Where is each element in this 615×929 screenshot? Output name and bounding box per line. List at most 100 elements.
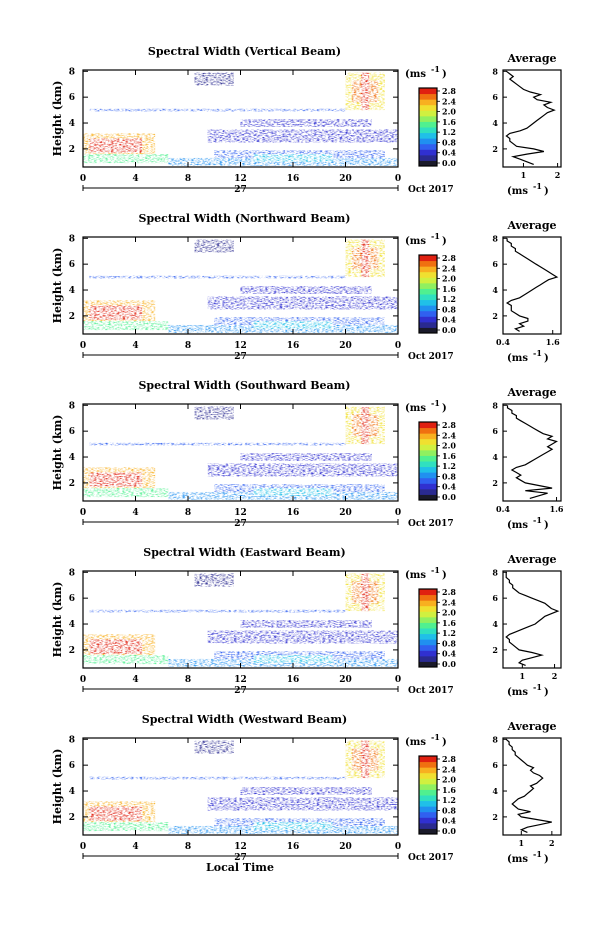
heatmap-cell: [194, 406, 234, 420]
heatmap-1: [82, 236, 399, 335]
day-label: 27: [234, 519, 247, 529]
avg-unit-close: ): [544, 353, 549, 364]
heatmap-cells: [83, 239, 398, 333]
avg-unit-exponent: -1: [533, 849, 542, 859]
avg-y-tick-label: 8: [492, 233, 498, 243]
colorbar-segment: [419, 104, 437, 111]
x-tick-label: 4: [132, 675, 138, 685]
colorbar-segment: [419, 483, 437, 490]
x-axis: 0 4 8 12 16 20 0 27 Oct 2017: [80, 404, 454, 529]
colorbar-segment: [419, 127, 437, 134]
x-tick-label: 0: [395, 341, 401, 351]
colorbar-tick-label: 0.0: [442, 325, 456, 335]
avg-unit-exponent: -1: [533, 682, 542, 692]
colorbar-tick-label: 1.6: [442, 451, 456, 461]
heatmap-cell: [83, 488, 169, 498]
heatmap-cell: [89, 275, 346, 279]
y-tick-label: 2: [69, 646, 75, 656]
x-tick-label: 0: [80, 675, 86, 685]
colorbar-frame: [418, 87, 438, 167]
avg-x-tick-label: 0.4: [496, 337, 510, 347]
avg-y-tick-label: 6: [492, 426, 498, 436]
x-tick-label: 0: [395, 508, 401, 518]
y-axis-label: Height (km): [51, 749, 64, 825]
colorbar-tick-label: 2.4: [442, 96, 456, 106]
avg-x-tick-label: 1: [521, 170, 527, 180]
x-tick-label: 0: [80, 842, 86, 852]
colorbar-frame: [418, 254, 438, 334]
day-label: 27: [234, 185, 247, 195]
unit-close: ): [442, 236, 447, 247]
y-axis-label: Height (km): [51, 582, 64, 658]
x-tick-label: 8: [185, 341, 191, 351]
y-tick-label: 6: [69, 427, 75, 437]
colorbar-segment: [419, 767, 437, 774]
x-tick-label: 0: [395, 675, 401, 685]
heatmap-cell: [89, 472, 143, 487]
heatmap-cells: [83, 740, 398, 834]
heatmap-cell: [361, 239, 370, 278]
avg-y-tick-label: 4: [492, 786, 498, 796]
unit-exponent: -1: [431, 565, 440, 575]
x-tick-label: 12: [234, 341, 247, 351]
x-axis: 0 4 8 12 16 20 0 27 Oct 2017: [80, 237, 454, 362]
y-tick-label: 8: [69, 735, 75, 745]
colorbar-tick-label: 0.8: [442, 805, 456, 815]
colorbar-segment: [419, 93, 437, 100]
panel-title: Spectral Width (Vertical Beam): [148, 45, 341, 58]
x-axis-label: Local Time: [206, 861, 274, 874]
colorbar-segment: [419, 449, 437, 456]
x-tick-label: 16: [287, 675, 300, 685]
avg-x-tick-label: 1: [519, 838, 525, 848]
avg-unit-close: ): [544, 854, 549, 865]
colorbar-frame: [418, 421, 438, 501]
avg-y-tick-label: 8: [492, 400, 498, 410]
heatmap-cell: [253, 488, 333, 496]
heatmap-cell: [207, 797, 398, 811]
heatmap-cell: [207, 129, 398, 143]
day-label: 27: [234, 686, 247, 696]
heatmap-cell: [253, 822, 333, 830]
heatmap-cell: [89, 609, 346, 613]
x-tick-label: 0: [80, 508, 86, 518]
avg-y-tick-label: 6: [492, 92, 498, 102]
avg-y-tick-label: 2: [492, 645, 498, 655]
panel-1: Spectral Width (Northward Beam) 2 4 6 8 Heigh…: [51, 212, 562, 364]
heatmap-cells: [83, 72, 398, 166]
unit-close: ): [442, 570, 447, 581]
heatmap-cell: [253, 154, 333, 162]
colorbar-segment: [419, 466, 437, 473]
colorbar-tick-label: 0.0: [442, 492, 456, 502]
panel-4: Spectral Width (Westward Beam) 2 4 6 8 Height…: [51, 713, 562, 865]
colorbar-tick-label: 2.4: [442, 764, 456, 774]
colorbar-tick-label: 0.8: [442, 471, 456, 481]
heatmap-cell: [83, 154, 169, 164]
colorbar-segment: [419, 433, 437, 440]
heatmap-cell: [194, 72, 234, 86]
unit-exponent: -1: [431, 64, 440, 74]
colorbar-segment: [419, 110, 437, 117]
avg-unit-label: (ms: [507, 520, 528, 531]
heatmap-cell: [207, 463, 398, 477]
colorbar-tick-label: 1.6: [442, 284, 456, 294]
unit-close: ): [442, 737, 447, 748]
avg-x-tick-label: 2: [555, 170, 561, 180]
x-tick-label: 16: [287, 842, 300, 852]
date-label: Oct 2017: [408, 185, 454, 195]
colorbar-segment: [419, 260, 437, 267]
y-tick-label: 6: [69, 260, 75, 270]
heatmap-cell: [361, 406, 370, 445]
colorbar-tick-label: 1.6: [442, 618, 456, 628]
x-tick-label: 16: [287, 174, 300, 184]
colorbar-segment: [419, 115, 437, 122]
colorbar-segment: [419, 316, 437, 323]
y-tick-label: 6: [69, 594, 75, 604]
colorbar-tick-label: 0.4: [442, 649, 456, 659]
average-frame: [502, 403, 562, 502]
colorbar-segment: [419, 800, 437, 807]
avg-x-tick-label: 1: [520, 671, 526, 681]
heatmap-0: [82, 69, 399, 168]
colorbar-tick-label: 2.8: [442, 754, 456, 764]
x-axis: 0 4 8 12 16 20 0 27 Oct 2017: [80, 571, 454, 696]
colorbar-segment: [419, 132, 437, 139]
